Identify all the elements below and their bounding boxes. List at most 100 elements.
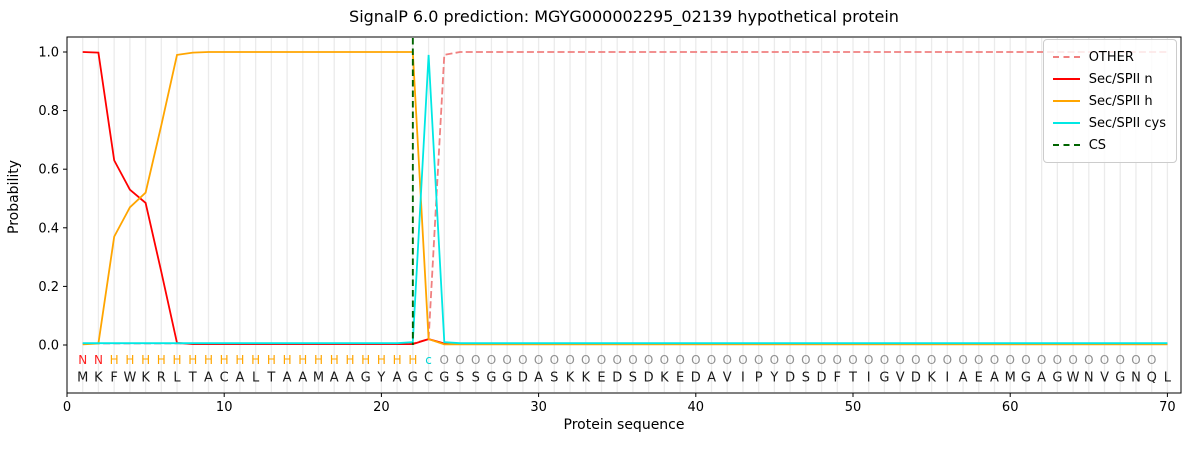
sequence-letter: G <box>361 371 371 386</box>
sequence-letter: K <box>94 371 103 386</box>
x-tick-label: 50 <box>845 400 862 415</box>
annotation-letter: O <box>691 353 700 367</box>
x-tick-label: 10 <box>216 400 233 415</box>
sequence-letter: T <box>848 371 857 386</box>
sequence-letter: C <box>424 371 433 386</box>
y-tick-label: 0.2 <box>38 280 59 295</box>
sequence-letter: R <box>157 371 166 386</box>
annotation-letter: O <box>612 353 621 367</box>
annotation-letter: O <box>990 353 999 367</box>
legend-line-swatch-cs <box>1052 144 1080 146</box>
annotation-letter: O <box>1147 353 1156 367</box>
sequence-letter: E <box>676 371 684 386</box>
sequence-letter: G <box>408 371 418 386</box>
sequence-letter: Y <box>376 371 385 386</box>
annotation-letter: O <box>660 353 669 367</box>
annotation-letter: O <box>770 353 779 367</box>
annotation-letter: H <box>235 353 244 367</box>
sequence-letter: L <box>173 371 181 386</box>
sequence-letter: Y <box>769 371 778 386</box>
annotation-letter: O <box>927 353 936 367</box>
annotation-letter: O <box>958 353 967 367</box>
annotation-letter: O <box>644 353 653 367</box>
sequence-letter: D <box>518 371 528 386</box>
sequence-letter: V <box>896 371 905 386</box>
annotation-letter: O <box>895 353 904 367</box>
x-tick-label: 70 <box>1159 400 1176 415</box>
annotation-letter: H <box>314 353 323 367</box>
y-tick-label: 1.0 <box>38 46 59 61</box>
annotation-letter: H <box>188 353 197 367</box>
legend-line-swatch-sec-spii-n <box>1052 78 1080 80</box>
x-tick-label: 30 <box>530 400 547 415</box>
x-axis-label: Protein sequence <box>563 417 685 433</box>
annotation-letter: O <box>502 353 511 367</box>
sequence-letter: F <box>110 371 117 386</box>
sequence-letter: A <box>330 371 339 386</box>
sequence-letter: M <box>1005 371 1016 386</box>
annotation-letter: O <box>864 353 873 367</box>
sequence-letter: A <box>235 371 244 386</box>
sequence-letter: T <box>266 371 275 386</box>
legend-label: Sec/SPII h <box>1088 93 1153 109</box>
annotation-letter: O <box>880 353 889 367</box>
annotation-letter: O <box>785 353 794 367</box>
annotation-letter: O <box>1068 353 1077 367</box>
series-line-other <box>82 51 1168 345</box>
legend-item-other: OTHER <box>1052 46 1166 68</box>
sequence-letter: K <box>141 371 150 386</box>
annotation-letter: H <box>173 353 182 367</box>
annotation-letter: O <box>1100 353 1109 367</box>
annotation-letter: O <box>675 353 684 367</box>
sequence-letter: A <box>298 371 307 386</box>
sequence-letter: A <box>346 371 355 386</box>
annotation-letter: c <box>425 353 432 367</box>
legend-label: Sec/SPII n <box>1088 71 1153 87</box>
annotation-letter: O <box>1084 353 1093 367</box>
annotation-letter: O <box>1037 353 1046 367</box>
annotation-letter: H <box>361 353 370 367</box>
annotation-letter: O <box>440 353 449 367</box>
legend-box: OTHER Sec/SPII n Sec/SPII h Sec/SPII cys CS <box>1042 39 1177 163</box>
sequence-letter: F <box>834 371 841 386</box>
y-tick-label: 0.0 <box>38 339 59 354</box>
sequence-letter: A <box>990 371 999 386</box>
sequence-letter: M <box>77 371 88 386</box>
sequence-letter: W <box>1067 371 1080 386</box>
sequence-letter: A <box>393 371 402 386</box>
sequence-letter: L <box>252 371 260 386</box>
annotation-letter: H <box>141 353 150 367</box>
annotation-letter: H <box>393 353 402 367</box>
sequence-letter: Q <box>1147 371 1157 386</box>
annotation-letter: O <box>943 353 952 367</box>
sequence-letter: T <box>188 371 197 386</box>
annotation-letter: H <box>125 353 134 367</box>
sequence-letter: C <box>220 371 229 386</box>
annotation-letter: O <box>471 353 480 367</box>
sequence-letter: S <box>802 371 810 386</box>
legend-label: Sec/SPII cys <box>1088 115 1166 131</box>
sequence-letter: K <box>927 371 936 386</box>
sequence-letter: A <box>1037 371 1046 386</box>
sequence-letter: D <box>911 371 921 386</box>
axis-ticks: 0 10 20 30 40 50 60 70 0.0 0.2 0.4 0.6 0.8 1.0 <box>38 46 1175 416</box>
annotation-letter: O <box>723 353 732 367</box>
sequence-letter: K <box>566 371 575 386</box>
sequence-letter: K <box>581 371 590 386</box>
annotation-letter: N <box>94 353 103 367</box>
x-tick-label: 60 <box>1002 400 1019 415</box>
sequence-letter: E <box>597 371 605 386</box>
chart-title: SignalP 6.0 prediction: MGYG000002295_02… <box>349 7 899 26</box>
sequence-letter: P <box>755 371 763 386</box>
annotation-letter: O <box>801 353 810 367</box>
sequence-letter: W <box>123 371 136 386</box>
sequence-letter: S <box>629 371 637 386</box>
sequence-letter: S <box>550 371 558 386</box>
sequence-letter: I <box>741 371 745 386</box>
sequence-letter: I <box>945 371 949 386</box>
annotation-letter: O <box>974 353 983 367</box>
sequence-letter: A <box>283 371 292 386</box>
